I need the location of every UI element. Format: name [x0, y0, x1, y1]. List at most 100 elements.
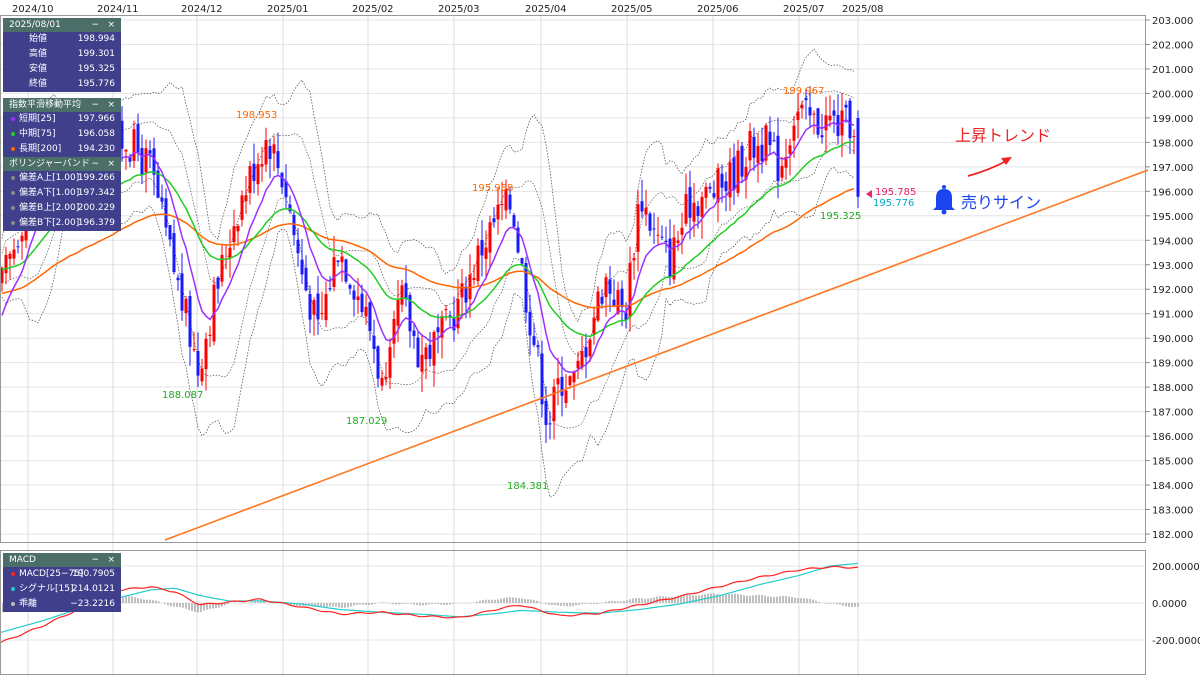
candle-body: [736, 150, 740, 193]
candle-body: [356, 296, 360, 301]
candle-body: [816, 108, 820, 135]
minimize-button[interactable]: −: [91, 555, 99, 565]
close-button[interactable]: ×: [107, 555, 115, 565]
candle-body: [252, 163, 256, 182]
candle-body: [456, 299, 460, 329]
candle-body: [604, 277, 608, 298]
ema-row: 短期[25] 197.966: [3, 112, 121, 127]
minimize-button[interactable]: −: [91, 100, 99, 110]
ema-label: 中期[75]: [19, 129, 56, 139]
candle-body: [324, 294, 328, 321]
candle-body: [752, 136, 756, 158]
close-button[interactable]: ×: [107, 159, 115, 169]
macd-tick-label: -200.0000: [1152, 636, 1200, 647]
candle-body: [608, 279, 612, 294]
close-button[interactable]: ×: [107, 100, 115, 110]
candle-body: [488, 222, 492, 253]
candle-body: [844, 104, 848, 108]
candle-body: [664, 240, 668, 242]
candle-body: [348, 284, 352, 289]
candle-body: [848, 100, 852, 139]
price-tick-label: 188.000: [1152, 383, 1193, 394]
macd-tick-label: 200.0000: [1152, 562, 1200, 573]
candle-body: [668, 238, 672, 278]
ohlc-row: 終値 195.776: [3, 77, 121, 92]
bollinger-panel: ボリンジャーバンド − × 偏差A上[1.00] 199.266 偏差A下[1.0…: [3, 157, 121, 231]
candle-body: [132, 129, 136, 161]
candle-body: [524, 262, 528, 313]
candle-body: [748, 130, 752, 161]
candle-body: [436, 327, 440, 333]
candle-body: [472, 278, 476, 280]
candle-body: [368, 302, 372, 332]
candle-body: [428, 344, 432, 359]
time-tick-label: 2024/11: [97, 4, 139, 15]
candle-body: [500, 203, 504, 205]
candle-body: [364, 306, 368, 317]
candle-body: [656, 234, 660, 236]
candle-body: [316, 293, 320, 320]
candle-body: [248, 166, 252, 193]
candle-body: [208, 334, 212, 336]
candle-body: [188, 296, 192, 347]
macd-label: 乖離: [19, 599, 38, 609]
ema-short-line: [1, 118, 855, 373]
ohlc-label: 安値: [29, 64, 48, 74]
candle-body: [360, 293, 364, 313]
grid-lines: [0, 15, 1145, 676]
ohlc-label: 終値: [29, 79, 48, 89]
candle-body: [184, 298, 188, 314]
minimize-button[interactable]: −: [91, 159, 99, 169]
candle-body: [808, 107, 812, 116]
candle-body: [148, 150, 152, 154]
candle-body: [560, 376, 564, 396]
time-tick-label: 2024/10: [12, 4, 54, 15]
candle-body: [200, 368, 204, 382]
candle-body: [660, 236, 664, 238]
candle-body: [140, 148, 144, 175]
close-button[interactable]: ×: [107, 20, 115, 30]
candle-body: [620, 288, 624, 308]
price-tick-label: 199.000: [1152, 114, 1193, 125]
candle-body: [380, 377, 384, 386]
candle-body: [216, 277, 220, 289]
bollinger-band-line: [1, 48, 855, 323]
candle-body: [176, 277, 180, 281]
candle-body: [544, 400, 548, 425]
candle-body: [772, 140, 776, 142]
candle-body: [156, 170, 160, 198]
ema-value: 197.966: [77, 114, 115, 124]
candle-body: [640, 201, 644, 212]
candle-body: [596, 291, 600, 321]
candle-body: [784, 157, 788, 168]
macd-label: シグナル[15]: [19, 584, 74, 594]
bollinger-row: 偏差A下[1.00] 197.342: [3, 186, 121, 201]
candle-body: [652, 228, 656, 230]
candle-body: [520, 258, 524, 264]
ema-long-line: [1, 187, 855, 309]
candle-body: [612, 299, 616, 307]
candle-body: [244, 195, 248, 202]
candle-body: [384, 377, 388, 380]
macd-value: −23.2216: [70, 599, 115, 609]
macd-dot-icon: [11, 571, 15, 576]
candle-body: [580, 351, 584, 368]
signal-line: [0, 562, 859, 634]
bollinger-value: 197.342: [77, 188, 115, 198]
candle-body: [256, 164, 260, 185]
candle-body: [600, 296, 604, 304]
candle-body: [388, 347, 392, 378]
time-tick-label: 2025/03: [438, 4, 480, 15]
candle-body: [820, 135, 824, 138]
candle-body: [780, 165, 784, 178]
minimize-button[interactable]: −: [91, 20, 99, 30]
candle-body: [552, 386, 556, 422]
candle-body: [172, 233, 176, 273]
candle-body: [260, 164, 264, 167]
sell-signal-label: 売りサイン: [961, 193, 1041, 212]
candle-body: [624, 312, 628, 321]
band-dot-icon: [11, 220, 15, 225]
band-dot-icon: [11, 175, 15, 180]
candle-body: [376, 346, 380, 379]
